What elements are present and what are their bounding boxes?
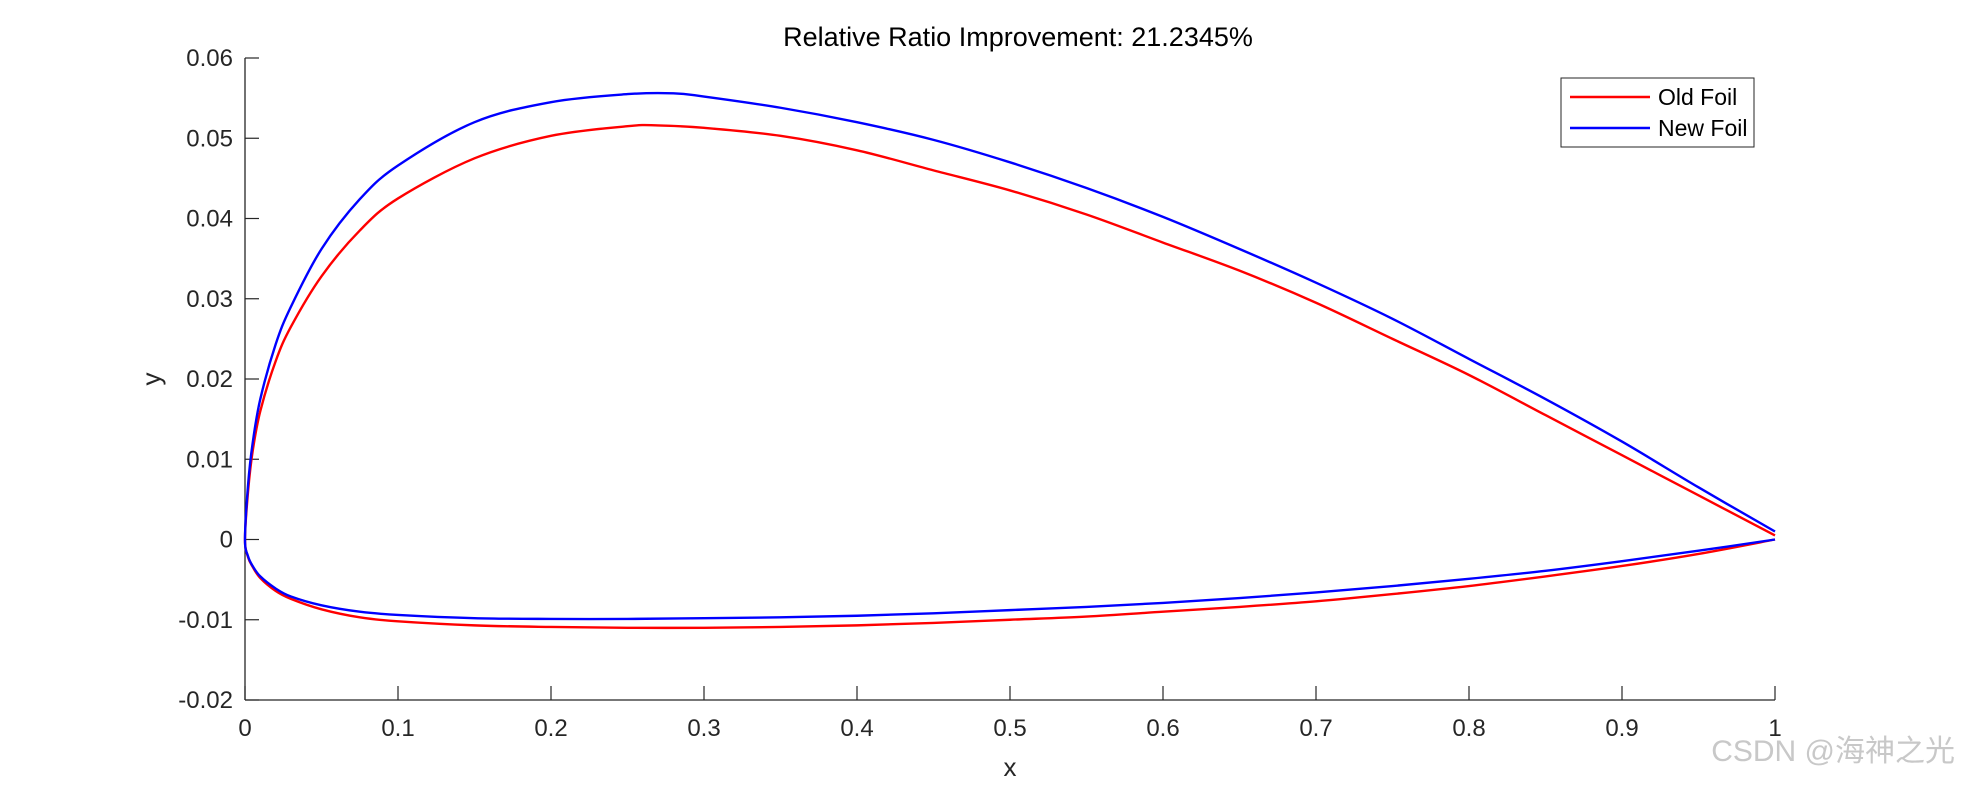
legend-label-old-foil: Old Foil: [1658, 84, 1737, 110]
x-axis-label: x: [1004, 752, 1017, 782]
x-tick-label: 0.6: [1146, 715, 1179, 742]
series-layer: [243, 91, 1776, 630]
y-tick-label: 0.05: [186, 125, 233, 152]
x-tick-label: 0.7: [1299, 715, 1332, 742]
plot-area: [245, 58, 1775, 700]
x-tick-label: 0: [238, 715, 251, 742]
x-tick-label: 0.4: [840, 715, 873, 742]
x-tick-label: 0.2: [534, 715, 567, 742]
y-axis-ticks: -0.02 -0.01 0 0.01 0.02 0.03 0.04 0.05 0.06: [178, 45, 259, 714]
series-line-new-foil: [243, 91, 1776, 621]
x-tick-label: 0.5: [993, 715, 1026, 742]
x-tick-label: 0.3: [687, 715, 720, 742]
y-tick-label: 0.06: [186, 45, 233, 72]
y-tick-label: 0.04: [186, 206, 233, 233]
y-tick-label: -0.01: [178, 607, 233, 634]
x-tick-label: 0.1: [381, 715, 414, 742]
legend-box: [1560, 77, 1755, 148]
x-tick-label: 1: [1768, 715, 1781, 742]
y-tick-label: 0.03: [186, 286, 233, 313]
y-tick-label: 0: [220, 527, 233, 554]
x-tick-label: 0.9: [1605, 715, 1638, 742]
watermark: CSDN @海神之光: [1711, 735, 1955, 768]
y-tick-label: 0.01: [186, 446, 233, 473]
y-tick-label: -0.02: [178, 687, 233, 714]
x-axis-ticks: 0 0.1 0.2 0.3 0.4 0.5 0.6 0.7 0.8 0.9 1: [238, 686, 1782, 742]
x-tick-label: 0.8: [1452, 715, 1485, 742]
chart-title: Relative Ratio Improvement: 21.2345%: [783, 22, 1253, 52]
legend-label-new-foil: New Foil: [1658, 115, 1747, 141]
legend: Old Foil New Foil: [1560, 77, 1755, 148]
y-tick-label: 0.02: [186, 366, 233, 393]
y-axis-label: y: [136, 373, 166, 386]
